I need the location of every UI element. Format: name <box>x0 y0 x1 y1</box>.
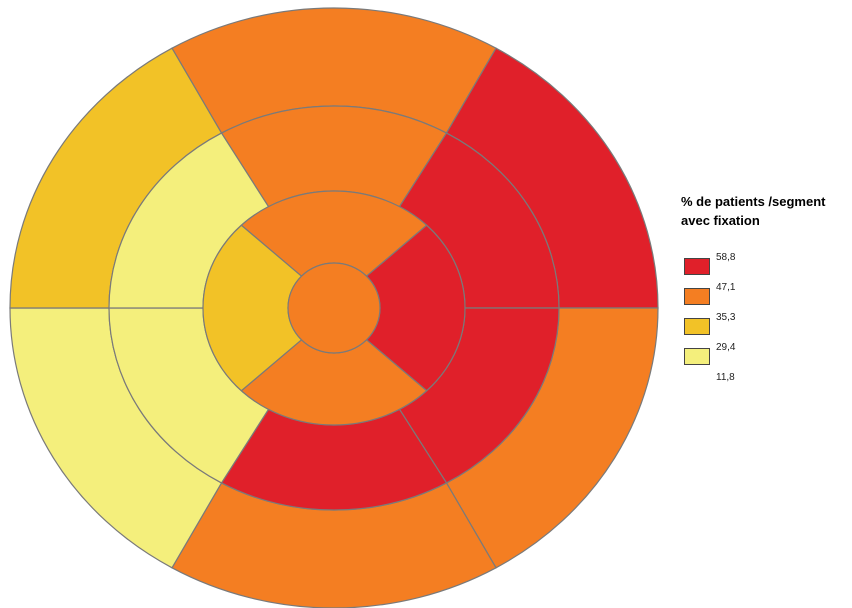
legend-swatch-2 <box>684 288 710 305</box>
legend-swatch-4 <box>684 348 710 365</box>
legend-title: % de patients /segment avec fixation <box>681 192 849 230</box>
legend-tick-4: 29,4 <box>716 342 736 353</box>
legend-tick-5: 11,8 <box>716 372 735 383</box>
legend-swatch-3 <box>684 318 710 335</box>
legend: % de patients /segment avec fixation 58,… <box>681 192 849 383</box>
legend-title-line-1: % de patients /segment <box>681 194 826 209</box>
legend-title-line-2: avec fixation <box>681 213 760 228</box>
legend-swatch-1 <box>684 258 710 275</box>
segment-apex-1 <box>287 262 381 354</box>
legend-tick-2: 47,1 <box>716 282 736 293</box>
legend-tick-1: 58,8 <box>716 252 736 263</box>
legend-tick-3: 35,3 <box>716 312 736 323</box>
